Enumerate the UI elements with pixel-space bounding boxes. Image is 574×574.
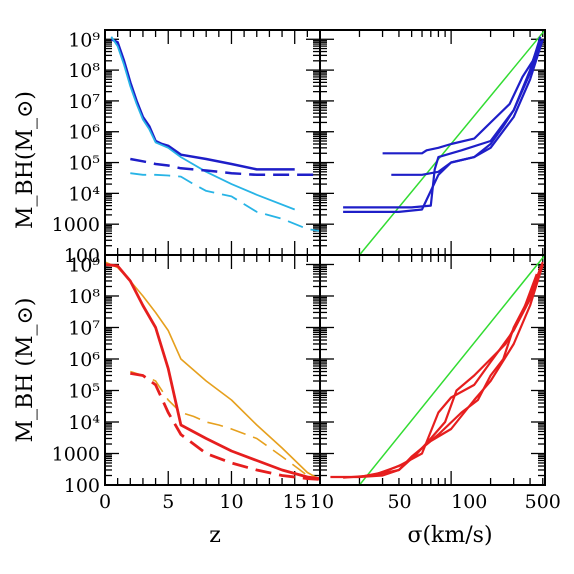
series-line bbox=[130, 157, 320, 177]
x-tick-label: 0 bbox=[99, 491, 111, 513]
x-tick-label: 15 bbox=[283, 491, 307, 513]
y-tick-label: 10⁷ bbox=[68, 91, 100, 113]
series-line bbox=[359, 261, 544, 479]
y-tick-label: 100 bbox=[64, 245, 100, 267]
series-group bbox=[330, 255, 545, 485]
series-group bbox=[343, 30, 545, 255]
y-axis-label-bottom: M_BH (M_⊙) bbox=[13, 298, 38, 443]
y-tick-label: 10⁸ bbox=[68, 60, 100, 82]
series-line bbox=[130, 372, 320, 481]
x-tick-label: 10 bbox=[219, 491, 243, 513]
series-line bbox=[358, 30, 545, 255]
panel-bottom-left: 100 1000 10⁴ 10⁵ 10⁶ 10⁷ 10⁸ 10⁹ 0 5 10 15 bbox=[52, 254, 321, 513]
series-line bbox=[358, 255, 545, 485]
series-group bbox=[110, 36, 320, 232]
x-tick-label: 5 bbox=[162, 491, 174, 513]
y-tick-label: 10⁵ bbox=[68, 380, 100, 402]
y-tick-label: 1000 bbox=[52, 214, 100, 236]
series-line bbox=[330, 264, 544, 479]
y-tick-label: 10⁸ bbox=[68, 286, 100, 308]
x-tick-label: 500 bbox=[525, 491, 561, 513]
series-line bbox=[343, 38, 544, 213]
x-tick-label: 10 bbox=[310, 491, 334, 513]
y-tick-label: 10⁴ bbox=[68, 412, 100, 434]
panel-top-left: 100 1000 10⁴ 10⁵ 10⁶ 10⁷ 10⁸ 10⁹ bbox=[52, 29, 321, 267]
x-axis-label-z: z bbox=[209, 523, 221, 548]
panel-top-right bbox=[319, 29, 546, 256]
panel-bottom-right: 10 50 100 500 bbox=[310, 254, 561, 513]
series-group bbox=[105, 261, 320, 481]
axis-labels: z σ(km/s) M_BH(M_⊙) M_BH (M_⊙) bbox=[13, 91, 493, 548]
y-tick-label: 10⁴ bbox=[68, 183, 100, 205]
series-line bbox=[343, 267, 542, 479]
y-tick-label: 10⁹ bbox=[68, 254, 100, 276]
y-tick-label: 100 bbox=[64, 475, 100, 497]
series-line bbox=[382, 40, 542, 155]
series-line bbox=[110, 38, 295, 171]
series-line bbox=[130, 172, 320, 232]
series-line bbox=[130, 370, 308, 477]
series-line bbox=[371, 273, 538, 477]
y-tick-label: 1000 bbox=[52, 443, 100, 465]
plot-frame bbox=[104, 29, 321, 256]
ticks-top-left bbox=[104, 29, 321, 256]
ticks-bottom-right bbox=[319, 254, 545, 486]
plot-frame bbox=[319, 254, 546, 486]
y-tick-label: 10⁷ bbox=[68, 317, 100, 339]
panels: 100100010⁴10⁵10⁶10⁷10⁸10⁹100100010⁴10⁵10… bbox=[52, 29, 561, 513]
series-line bbox=[110, 36, 296, 211]
y-tick-label: 10⁶ bbox=[68, 122, 100, 144]
x-tick-label: 100 bbox=[451, 491, 487, 513]
y-axis-label-top: M_BH(M_⊙) bbox=[13, 91, 38, 229]
y-tick-label: 10⁹ bbox=[68, 29, 100, 51]
ticks-bottom-left bbox=[104, 254, 321, 486]
ticks-top-right bbox=[319, 29, 545, 256]
x-tick-label: 50 bbox=[387, 491, 411, 513]
x-axis-label-sigma: σ(km/s) bbox=[407, 523, 492, 548]
plot-frame bbox=[319, 29, 546, 256]
y-tick-label: 10⁶ bbox=[68, 349, 100, 371]
series-line bbox=[343, 36, 542, 209]
series-line bbox=[105, 263, 320, 480]
y-tick-label: 10⁵ bbox=[68, 153, 100, 175]
